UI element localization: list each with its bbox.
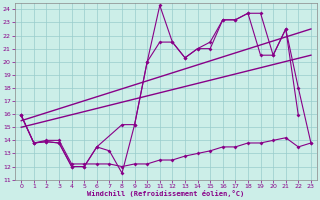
X-axis label: Windchill (Refroidissement éolien,°C): Windchill (Refroidissement éolien,°C)	[87, 190, 245, 197]
